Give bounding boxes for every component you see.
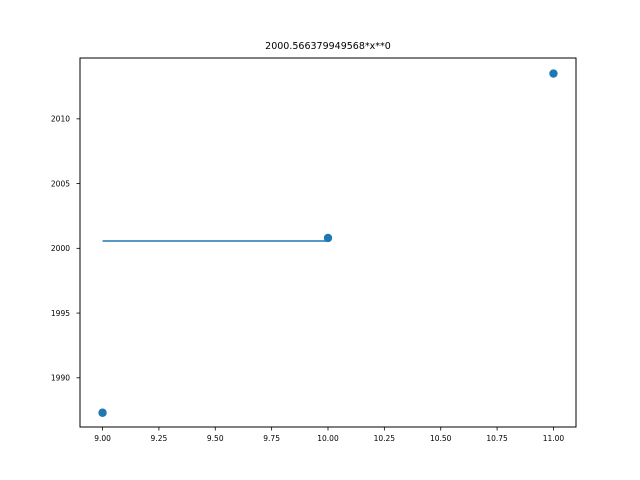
axes-frame xyxy=(79,57,577,428)
x-axis: 9.00 9.25 9.50 9.75 10.00 10.25 10.50 10.75 11.0… xyxy=(94,427,564,443)
scatter-point xyxy=(323,233,333,243)
y-tick-label: 2005 xyxy=(51,179,70,188)
x-tick-label: 10.75 xyxy=(486,434,508,443)
x-tick-label: 9.00 xyxy=(94,434,111,443)
scatter-point xyxy=(549,69,558,78)
scatter-point xyxy=(98,408,107,417)
y-axis: 1990 1995 2000 2005 2010 xyxy=(51,115,80,383)
x-tick-label: 9.50 xyxy=(207,434,224,443)
y-tick-label: 1995 xyxy=(51,309,70,318)
x-tick-label: 10.00 xyxy=(317,434,339,443)
x-tick-label: 10.50 xyxy=(430,434,452,443)
x-tick-label: 9.25 xyxy=(151,434,168,443)
chart-title: 2000.566379949568*x**0 xyxy=(265,41,391,52)
plot-area xyxy=(98,69,558,417)
x-tick-label: 11.00 xyxy=(543,434,565,443)
y-tick-label: 2000 xyxy=(51,244,70,253)
x-tick-label: 10.25 xyxy=(374,434,396,443)
y-tick-label: 1990 xyxy=(51,374,70,383)
x-tick-label: 9.75 xyxy=(263,434,280,443)
y-tick-label: 2010 xyxy=(51,115,70,124)
